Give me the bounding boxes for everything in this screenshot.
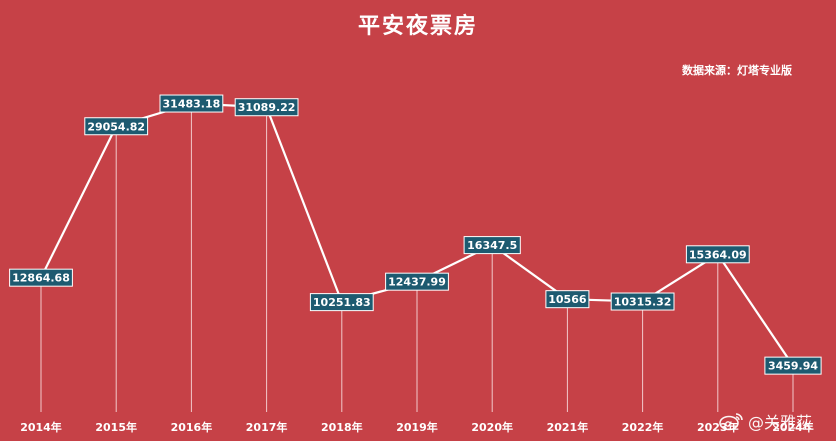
data-label-group: 15364.09 [685,245,750,264]
x-tick-label: 2015年 [95,420,137,434]
data-label: 12437.99 [388,276,446,289]
data-label-box [764,356,822,375]
data-label-group: 10315.32 [610,292,675,311]
watermark: @关雅荻 [718,409,812,433]
data-label-box [9,268,73,287]
data-label: 31089.22 [238,101,296,114]
data-source-note: 数据来源：灯塔专业版 [682,64,792,77]
data-label: 16347.5 [467,239,517,252]
data-label-box [610,292,675,311]
x-tick-label: 2016年 [171,420,213,434]
data-label-box [159,94,224,113]
data-label-group: 31483.18 [159,94,224,113]
x-tick-label: 2021年 [547,420,589,434]
data-label: 10315.32 [614,296,672,309]
data-label: 10251.83 [313,296,371,309]
data-label: 31483.18 [163,98,221,111]
data-label-box [463,236,521,255]
data-label-group: 16347.5 [463,236,521,255]
x-tick-label: 2014年 [20,420,62,434]
data-label-box [545,290,590,309]
data-label: 29054.82 [87,120,145,133]
data-label-box [309,293,374,312]
x-tick-label: 2018年 [321,420,363,434]
data-label-box [685,245,750,264]
data-label-box [234,98,299,117]
x-tick-label: 2023年 [697,420,739,434]
data-label-group: 31089.22 [234,98,299,117]
data-label-box [84,117,149,136]
data-label-group: 29054.82 [84,117,149,136]
data-label-group: 12864.68 [9,268,73,287]
data-label-group: 12437.99 [385,272,449,291]
watermark-text: @关雅荻 [747,413,812,432]
data-label: 3459.94 [768,360,818,373]
data-label: 15364.09 [689,248,747,261]
weibo-icon [719,413,743,431]
data-label: 12864.68 [12,272,70,285]
x-tick-label: 2017年 [246,420,288,434]
data-label-group: 10251.83 [309,293,374,312]
x-tick-label: 2022年 [622,420,664,434]
x-tick-label: 2024年 [772,420,814,434]
data-label-group: 3459.94 [764,356,822,375]
chart-title: 平安夜票房 [357,14,478,39]
x-tick-label: 2019年 [396,420,438,434]
data-label-box [385,272,449,291]
data-label: 10566 [548,293,587,306]
data-label-group: 10566 [545,290,590,309]
x-tick-label: 2020年 [471,420,513,434]
